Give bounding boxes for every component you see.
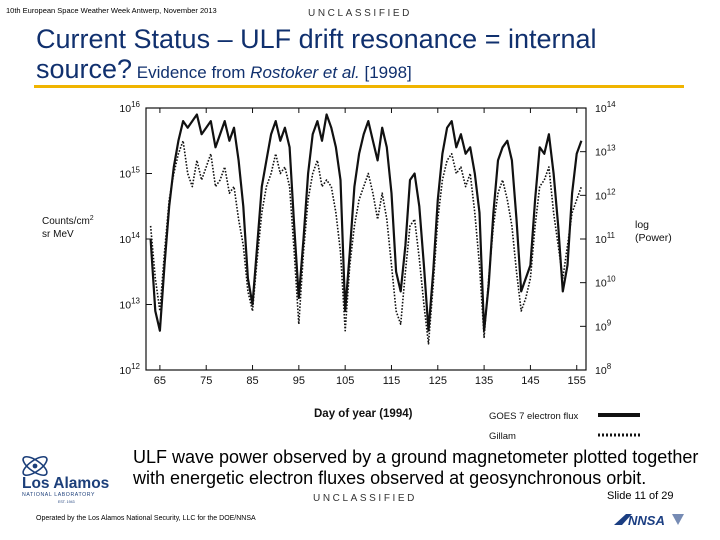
x-tick-label: 155 [568,375,586,387]
y-right-tick-label: 1012 [595,187,616,202]
meeting-label: 10th European Space Weather Week Antwerp… [6,6,217,15]
y-left-tick-label: 1012 [119,362,140,377]
y-right-tick-label: 1010 [595,275,616,290]
series-line-0 [149,113,583,332]
x-tick-label: 125 [429,375,447,387]
y-left-tick-label: 1013 [119,297,140,312]
title-subtitle-b: [1998] [359,63,412,82]
lanl-est: EST. 1943 [58,500,75,504]
y-left-axis-label: Counts/cm2 [42,215,94,227]
x-tick-label: 85 [246,375,258,387]
nnsa-wing-icon [614,514,684,525]
nnsa-logo: NNSA [614,513,684,528]
atom-icon [22,455,48,477]
y-right-tick-label: 1013 [595,144,616,159]
y-left-tick-label: 1015 [119,166,140,181]
lanl-wordmark: Los Alamos [22,475,109,492]
y-right-tick-label: 1011 [595,231,616,246]
slide-number: Slide 11 of 29 [607,490,674,502]
slide-caption: ULF wave power observed by a ground magn… [133,447,698,489]
classification-footer: UNCLASSIFIED [313,493,417,504]
title-subtitle-italic: Rostoker et al. [250,63,360,82]
x-tick-label: 135 [475,375,493,387]
x-tick-label: 105 [336,375,354,387]
y-right-axis-label-2: (Power) [635,232,672,244]
title-line-2: source? Evidence from Rostoker et al. [1… [36,54,597,88]
x-axis-label: Day of year (1994) [314,408,413,420]
flux-power-chart: 65 75 85 95 105 115 125 135 145 155 1012 1013 1014 10… [42,100,672,442]
y-left-axis-label-2: sr MeV [42,229,74,240]
x-tick-label: 95 [293,375,305,387]
nnsa-wordmark: NNSA [628,513,665,528]
y-left-tick-label: 1016 [119,100,140,115]
y-right-tick-label: 109 [595,318,612,333]
y-right-axis-label: log [635,219,649,231]
x-tick-label: 145 [521,375,539,387]
caption-line-2: with energetic electron fluxes observed … [133,468,647,488]
los-alamos-logo: Los Alamos NATIONAL LABORATORY EST. 1943 [22,455,109,504]
y-right-tick-label: 1014 [595,100,616,115]
caption-line-1: ULF wave power observed by a ground magn… [133,447,699,467]
plot-frame [145,107,587,371]
title-subtitle-a: Evidence from [132,63,251,82]
x-tick-label: 65 [154,375,166,387]
series-line-1 [149,139,583,345]
y-left-tick-label: 1014 [119,231,140,246]
legend-label-1: Gillam [489,431,516,442]
x-tick-label: 75 [200,375,212,387]
lanl-tagline: NATIONAL LABORATORY [22,492,95,498]
classification-header: UNCLASSIFIED [308,8,412,19]
legend-label-0: GOES 7 electron flux [489,411,578,422]
operated-by-notice: Operated by the Los Alamos National Secu… [36,515,256,522]
x-tick-label: 115 [383,375,401,387]
title-line-2-main: source? [36,54,133,84]
y-right-tick-label: 108 [595,362,612,377]
title-line-1: Current Status – ULF drift resonance = i… [36,24,597,54]
title-underline [34,85,684,88]
slide-title: Current Status – ULF drift resonance = i… [36,24,597,88]
